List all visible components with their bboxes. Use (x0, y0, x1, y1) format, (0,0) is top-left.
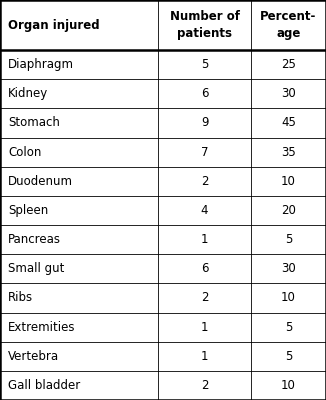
Text: Small gut: Small gut (8, 262, 65, 275)
Text: Gall bladder: Gall bladder (8, 379, 81, 392)
Text: Kidney: Kidney (8, 87, 48, 100)
Text: Organ injured: Organ injured (8, 18, 100, 32)
Text: 20: 20 (281, 204, 296, 217)
Text: Number of
patients: Number of patients (170, 10, 240, 40)
Text: 5: 5 (285, 320, 292, 334)
Text: Duodenum: Duodenum (8, 175, 73, 188)
Text: 25: 25 (281, 58, 296, 71)
Text: Diaphragm: Diaphragm (8, 58, 74, 71)
Text: 30: 30 (281, 262, 296, 275)
Text: 10: 10 (281, 292, 296, 304)
Text: 1: 1 (201, 233, 208, 246)
Text: Ribs: Ribs (8, 292, 33, 304)
Text: 10: 10 (281, 175, 296, 188)
Text: 7: 7 (201, 146, 208, 158)
Text: 2: 2 (201, 292, 208, 304)
Text: Extremities: Extremities (8, 320, 76, 334)
Text: 5: 5 (285, 350, 292, 363)
Text: 9: 9 (201, 116, 208, 130)
Text: 2: 2 (201, 379, 208, 392)
Text: Stomach: Stomach (8, 116, 60, 130)
Text: 6: 6 (201, 262, 208, 275)
Text: 10: 10 (281, 379, 296, 392)
Text: 5: 5 (285, 233, 292, 246)
Text: Colon: Colon (8, 146, 41, 158)
Text: 30: 30 (281, 87, 296, 100)
Text: 2: 2 (201, 175, 208, 188)
Text: Spleen: Spleen (8, 204, 48, 217)
Text: 5: 5 (201, 58, 208, 71)
Text: 1: 1 (201, 350, 208, 363)
Text: 35: 35 (281, 146, 296, 158)
Text: 45: 45 (281, 116, 296, 130)
Text: 1: 1 (201, 320, 208, 334)
Text: Percent-
age: Percent- age (260, 10, 317, 40)
Text: 6: 6 (201, 87, 208, 100)
Text: 4: 4 (201, 204, 208, 217)
Text: Vertebra: Vertebra (8, 350, 59, 363)
Text: Pancreas: Pancreas (8, 233, 61, 246)
